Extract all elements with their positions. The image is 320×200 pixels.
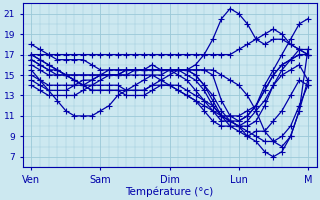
X-axis label: Température (°c): Température (°c)	[125, 186, 214, 197]
